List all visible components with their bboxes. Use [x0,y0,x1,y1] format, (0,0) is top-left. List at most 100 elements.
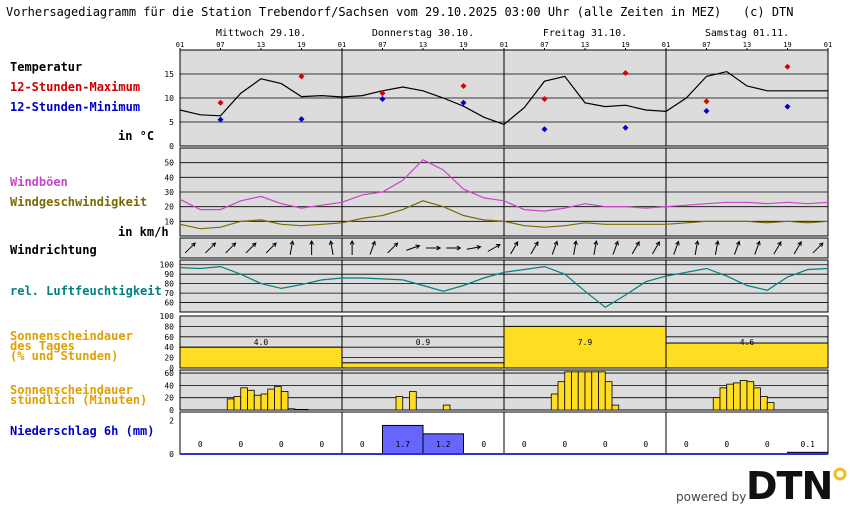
label-min12: 12-Stunden-Minimum [10,100,141,114]
wind-arrow-shaft [487,244,501,252]
wind-arrow [510,241,519,255]
wind-arrow-shaft [631,241,640,255]
sun-daily-bar [665,342,829,369]
max12-marker [622,70,629,77]
sun-hourly-bar [564,371,572,411]
hour-tick-label: 19 [783,41,791,49]
max12-marker [541,95,548,102]
precip-label: 0 [765,440,770,449]
wind-arrow-head [393,242,399,248]
label-temp-unit: in °C [118,129,155,143]
max12-marker [703,98,710,105]
min12-marker [217,116,224,123]
wind-arrow [714,240,720,255]
label-temperature: Temperatur [10,60,83,74]
sun-daily-tick-label: 40 [164,343,174,352]
precip-label: 1.7 [396,440,411,449]
wind-arrow-head [476,245,482,250]
powered-by-text: powered by [676,490,747,504]
wind-arrow-head [456,245,462,251]
wind-arrow [245,242,257,254]
wind-arrow-head [655,241,660,246]
wind-arrow [265,242,277,254]
label-sun-hourly-2: stündlich (Minuten) [10,393,148,407]
wind-arrow-shaft [205,242,216,254]
wind-arrow-head [777,241,782,246]
hour-tick-label: 01 [824,41,832,49]
wind-arrow-head [349,239,355,245]
humidity-tick-label: 80 [164,280,174,289]
precip-label: 0 [724,440,729,449]
hour-tick-label: 19 [459,41,467,49]
sun-hourly-bar [712,397,721,411]
wind-arrow-shaft [812,242,824,254]
hour-tick-label: 01 [662,41,670,49]
temperature-line [179,70,828,126]
wind-arrow-head [573,240,578,246]
wind-arrow-head [675,240,680,246]
sun-hourly-tick-label: 0 [169,406,174,415]
temp-tick-label: 5 [169,118,174,127]
sun-hourly-bar [577,371,586,411]
hour-tick-label: 07 [216,41,224,49]
hour-tick-label: 13 [257,41,265,49]
sun-hourly-bar [233,396,242,411]
sun-hourly-bar [274,386,282,411]
label-sun-daily-3: (% und Stunden) [10,349,119,363]
wind-arrow [426,245,442,251]
sun-daily-tick-label: 0 [169,364,174,373]
sun-hourly-bar [584,371,593,411]
hour-tick-label: 19 [297,41,305,49]
sun-daily-tick-label: 20 [164,354,174,363]
humidity-tick-label: 60 [164,299,174,308]
sun-daily-tick-label: 80 [164,322,174,331]
wind-arrow-head [553,240,559,246]
precip-label: 1.2 [436,440,451,449]
day-label: Mittwoch 29.10. [216,28,306,39]
wind-arrow-head [191,242,196,248]
wind-arrow-head [818,242,824,248]
precip-label: 0 [643,440,648,449]
humidity-tick-label: 90 [164,270,174,279]
precip-label: 0.1 [801,440,816,449]
precip-label: 0 [562,440,567,449]
precip-label: 0 [684,440,689,449]
wind-tick-label: 30 [164,188,174,197]
wind-arrow [309,239,314,255]
wind-tick-label: 20 [164,203,174,212]
sun-hourly-tick-label: 20 [164,394,174,403]
precip-label: 0 [360,440,365,449]
wind-arrow [387,242,399,254]
wind-arrow-shaft [612,241,619,255]
wind-arrow-head [735,240,741,246]
wind-arrow-shaft [225,242,236,254]
label-sun-daily-1: Sonnenscheindauer [10,329,133,343]
wind-tick-label: 10 [164,217,174,226]
wind-arrow-shaft [551,241,558,255]
wind-arrow-head [309,239,314,245]
wind-tick-label: 50 [164,159,174,168]
sun-hourly-bar [395,396,404,411]
sun-hourly-bar [766,402,775,411]
day-label: Samstag 01.11. [705,28,789,39]
wind-arrow-shaft [714,241,719,255]
sun-daily-label: 4.6 [740,338,755,347]
wind-arrow-shaft [773,241,782,255]
wind-arrow [612,240,619,255]
hour-tick-label: 07 [540,41,548,49]
wind-arrow-head [797,241,802,246]
sun-daily-tick-label: 60 [164,333,174,342]
temp-tick-label: 15 [164,70,174,79]
sun-hourly-bar [301,408,309,411]
sun-hourly-bar [442,404,451,411]
page-title: Vorhersagediagramm für die Station Trebe… [6,5,794,19]
wind-arrow [573,240,578,255]
sun-hourly-bar [719,387,728,411]
sun-daily-label: 4.0 [254,338,269,347]
precip-label: 0 [198,440,203,449]
humidity-tick-label: 70 [164,289,174,298]
wind-arrow [631,241,640,255]
wind-arrow [694,240,700,255]
wind-arrow [406,244,421,251]
